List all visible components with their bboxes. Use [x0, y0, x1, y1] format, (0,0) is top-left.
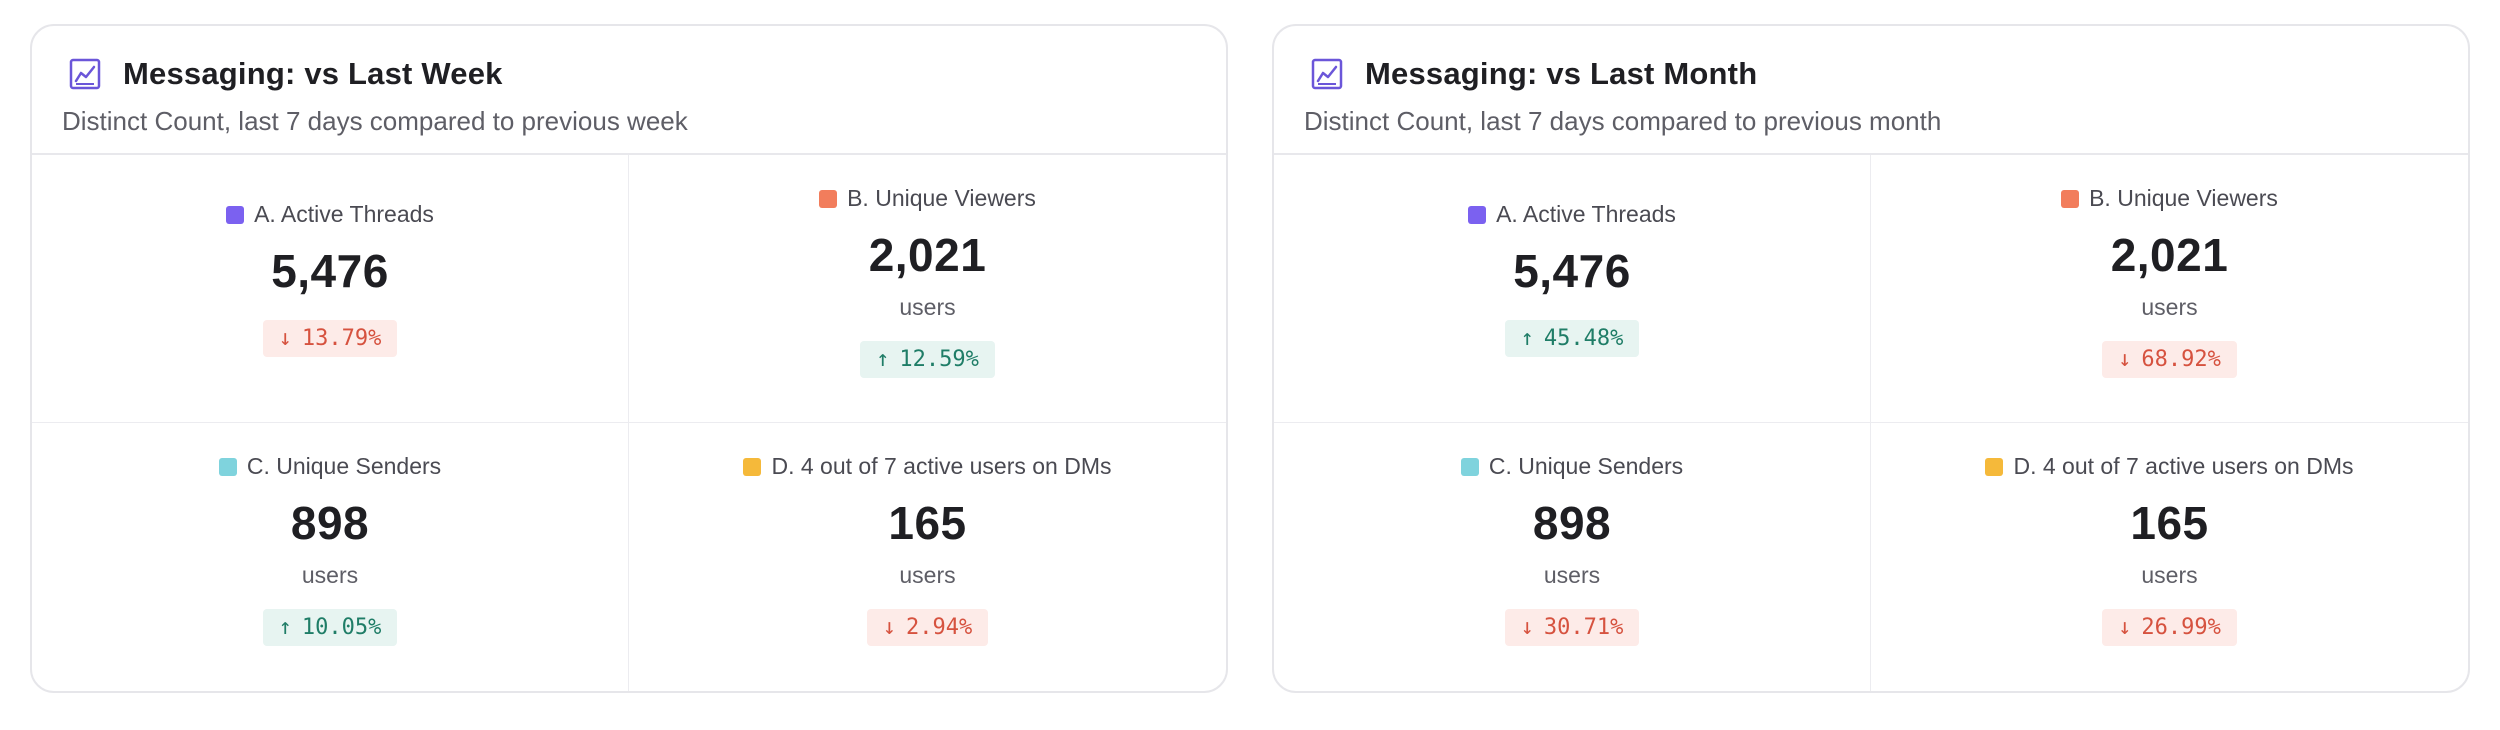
legend-swatch-b	[819, 189, 838, 208]
arrow-up-icon: ↑	[1520, 326, 1534, 351]
arrow-down-icon: ↓	[2118, 347, 2132, 372]
change-percent: 10.05%	[301, 615, 382, 640]
metric-label: A. Active Threads	[254, 201, 434, 227]
metric-unit: users	[899, 562, 956, 588]
legend-swatch-a	[226, 205, 245, 224]
legend-swatch-b	[2061, 189, 2080, 208]
legend-swatch-c	[218, 457, 237, 476]
change-percent: 26.99%	[2141, 615, 2221, 640]
metric-unit: users	[2141, 562, 2198, 588]
metric-cell-dm-active-users[interactable]: D. 4 out of 7 active users on DMs 165 us…	[629, 423, 1226, 691]
card-header: Messaging: vs Last Week Distinct Count, …	[32, 26, 1226, 155]
card-subtitle: Distinct Count, last 7 days compared to …	[1304, 106, 1942, 136]
metric-label: C. Unique Senders	[246, 453, 442, 479]
metric-cell-unique-senders[interactable]: C. Unique Senders 898 users ↑ 10.05%	[32, 423, 629, 691]
card-title[interactable]: Messaging: vs Last Month	[1365, 56, 1758, 91]
change-badge: ↓ 13.79%	[262, 320, 398, 357]
metric-value: 5,476	[271, 245, 389, 297]
arrow-up-icon: ↑	[876, 347, 890, 372]
metric-label: C. Unique Senders	[1488, 453, 1684, 479]
arrow-down-icon: ↓	[278, 326, 292, 351]
metric-label: B. Unique Viewers	[847, 185, 1036, 211]
metrics-grid: A. Active Threads 5,476 ↓ 13.79% B. Uniq…	[32, 155, 1226, 691]
change-badge: ↓ 26.99%	[2102, 609, 2237, 646]
arrow-down-icon: ↓	[1520, 615, 1534, 640]
change-percent: 12.59%	[899, 347, 979, 372]
metric-unit: users	[899, 294, 956, 320]
legend-swatch-c	[1460, 457, 1479, 476]
change-percent: 68.92%	[2141, 347, 2221, 372]
metric-cell-unique-senders[interactable]: C. Unique Senders 898 users ↓ 30.71%	[1274, 423, 1871, 691]
metric-cell-active-threads[interactable]: A. Active Threads 5,476 ↑ 45.48%	[1274, 155, 1871, 423]
metric-value: 898	[290, 497, 370, 549]
metric-label: B. Unique Viewers	[2089, 185, 2278, 211]
metric-cell-dm-active-users[interactable]: D. 4 out of 7 active users on DMs 165 us…	[1871, 423, 2468, 691]
metric-value: 898	[1532, 497, 1612, 549]
metric-value: 2,021	[2110, 229, 2229, 281]
metric-cell-unique-viewers[interactable]: B. Unique Viewers 2,021 users ↑ 12.59%	[629, 155, 1226, 423]
change-badge: ↓ 2.94%	[866, 609, 989, 646]
metric-label: D. 4 out of 7 active users on DMs	[2013, 453, 2354, 479]
metric-cell-active-threads[interactable]: A. Active Threads 5,476 ↓ 13.79%	[32, 155, 629, 423]
metric-value: 5,476	[1513, 245, 1631, 297]
change-percent: 2.94%	[906, 615, 973, 640]
arrow-up-icon: ↑	[278, 615, 292, 640]
legend-swatch-a	[1468, 205, 1487, 224]
metric-unit: users	[2141, 294, 2198, 320]
change-badge: ↑ 10.05%	[262, 609, 398, 646]
change-percent: 13.79%	[301, 326, 382, 351]
metric-value: 2,021	[868, 229, 987, 281]
change-percent: 30.71%	[1543, 615, 1624, 640]
card-header: Messaging: vs Last Month Distinct Count,…	[1274, 26, 2468, 155]
line-chart-icon	[69, 58, 101, 90]
report-card-last-week: Messaging: vs Last Week Distinct Count, …	[30, 24, 1228, 693]
metric-label: D. 4 out of 7 active users on DMs	[771, 453, 1112, 479]
metric-unit: users	[1543, 562, 1601, 588]
change-badge: ↑ 45.48%	[1504, 320, 1640, 357]
metric-value: 165	[2130, 497, 2209, 549]
change-badge: ↑ 12.59%	[860, 341, 995, 378]
legend-swatch-d	[1985, 457, 2004, 476]
metric-cell-unique-viewers[interactable]: B. Unique Viewers 2,021 users ↓ 68.92%	[1871, 155, 2468, 423]
line-chart-icon	[1311, 58, 1343, 90]
legend-swatch-d	[743, 457, 762, 476]
metric-unit: users	[301, 562, 359, 588]
metrics-grid: A. Active Threads 5,476 ↑ 45.48% B. Uniq…	[1274, 155, 2468, 691]
metric-value: 165	[888, 497, 967, 549]
metric-label: A. Active Threads	[1496, 201, 1676, 227]
change-percent: 45.48%	[1543, 326, 1624, 351]
change-badge: ↓ 68.92%	[2102, 341, 2237, 378]
report-card-last-month: Messaging: vs Last Month Distinct Count,…	[1272, 24, 2470, 693]
card-subtitle: Distinct Count, last 7 days compared to …	[62, 106, 688, 136]
card-title[interactable]: Messaging: vs Last Week	[123, 56, 503, 91]
arrow-down-icon: ↓	[882, 615, 896, 640]
arrow-down-icon: ↓	[2118, 615, 2132, 640]
change-badge: ↓ 30.71%	[1504, 609, 1640, 646]
